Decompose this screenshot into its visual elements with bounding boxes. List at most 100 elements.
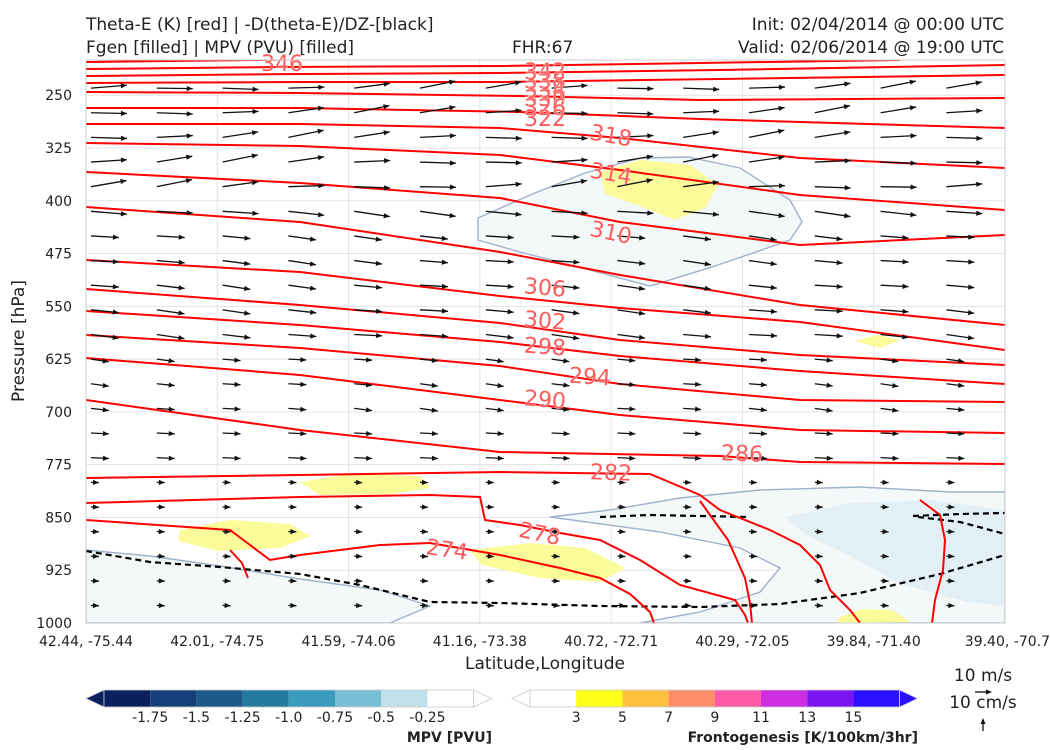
y-axis-label: Pressure [hPa]: [9, 280, 29, 402]
wind-vector-arrow: [354, 578, 363, 584]
mpv-colorbar-frame: [103, 689, 475, 708]
wind-vector-arrow: [156, 111, 193, 117]
theta-e-contour-label: 318: [588, 121, 634, 153]
wind-vector-arrow: [880, 235, 909, 241]
wind-vector-arrow: [485, 160, 522, 166]
wind-vector-arrow: [814, 382, 833, 388]
theta-e-contour-label: 342: [524, 60, 566, 85]
wind-vector-arrow: [683, 430, 702, 437]
chart-title-left-2: Fgen [filled] | MPV (PVU) [filled]: [86, 38, 355, 58]
fgen-colorbar-segment: [668, 690, 715, 707]
fgen-colorbar-segment: [576, 690, 623, 707]
wind-vector-arrow: [485, 602, 494, 609]
wind-vector-arrow: [156, 479, 165, 485]
wind-vector-arrow: [814, 259, 843, 266]
wind-vector-arrow: [90, 479, 100, 485]
wind-vector-arrow: [748, 84, 786, 90]
wind-vector-arrow: [748, 183, 786, 189]
fgen-colorbar-segment: [761, 690, 808, 707]
wind-vector-arrow: [617, 210, 654, 216]
wind-vector-arrow: [485, 135, 522, 141]
wind-vector-arrow: [683, 153, 719, 163]
y-tick-label: 925: [45, 563, 72, 579]
wind-vector-arrow: [419, 602, 429, 609]
x-tick-label: 42.44, -75.44: [39, 634, 133, 650]
wind-vector-arrow: [485, 479, 494, 485]
wind-vector-arrow: [551, 455, 570, 461]
negative-dthetae-dz-contour: [599, 513, 751, 519]
wind-vector-arrow: [617, 309, 646, 316]
fgen-colorbar-segment: [714, 690, 761, 707]
wind-vector-arrow: [222, 153, 259, 163]
wind-vector-arrow: [222, 479, 231, 485]
wind-vector-arrow: [288, 105, 325, 114]
wind-vector-arrow: [551, 382, 570, 388]
wind-vector-arrow: [354, 235, 382, 242]
wind-vector-arrow: [748, 333, 777, 339]
wind-vector-arrow: [946, 553, 955, 559]
wind-vector-arrow: [156, 178, 193, 188]
wind-vector-arrow: [551, 234, 580, 240]
wind-vector-arrow: [156, 133, 193, 139]
mpv-fill-region: [86, 549, 433, 623]
wind-vector-arrow: [485, 529, 494, 535]
wind-vector-arrow: [880, 259, 909, 265]
wind-vector-arrow: [222, 553, 231, 559]
wind-vector-arrow: [354, 130, 390, 139]
y-tick-label: 475: [45, 247, 72, 263]
wind-vector-arrow: [485, 108, 522, 114]
wind-vector-arrow: [90, 382, 109, 389]
wind-vector-arrow: [748, 210, 785, 219]
wind-vector-arrow: [551, 178, 588, 188]
wind-vector-arrow: [748, 529, 758, 535]
theta-e-contour-label: 278: [517, 518, 563, 551]
wind-vector-arrow: [354, 210, 390, 219]
theta-e-contour-label: 290: [523, 386, 567, 415]
valid-time: Valid: 02/06/2014 @ 19:00 UTC: [738, 38, 1004, 58]
mpv-colorbar-tick-label: -0.5: [368, 710, 395, 726]
wind-vector-arrow: [288, 553, 297, 559]
wind-vector-arrow: [288, 357, 307, 363]
wind-vector-arrow: [617, 111, 654, 117]
wind-vector-arrow: [288, 309, 317, 315]
wind-vector-arrow: [814, 430, 833, 437]
wind-vector-arrow: [156, 309, 185, 316]
wind-vector-arrow: [419, 333, 448, 339]
wind-vector-arrow: [354, 479, 363, 485]
wind-vector-arrow: [946, 578, 955, 584]
wind-vector-arrow: [946, 80, 982, 89]
wind-vector-arrow: [551, 553, 560, 559]
wind-vector-arrow: [222, 259, 251, 266]
x-tick-label: 41.16, -73.38: [433, 634, 527, 650]
mpv-colorbar-segment: [335, 690, 382, 707]
wind-vector-arrow: [880, 504, 889, 510]
wind-vector-arrow: [485, 259, 514, 265]
mpv-colorbar-segment: [288, 690, 335, 707]
wind-vector-arrow: [354, 332, 383, 339]
wind-vector-arrow: [551, 504, 560, 510]
wind-vector-arrow: [485, 210, 522, 217]
wind-vector-arrow: [814, 553, 823, 559]
wind-vector-arrow: [617, 406, 636, 412]
theta-e-contour-label: 282: [590, 460, 633, 486]
x-axis-label: Latitude,Longitude: [465, 654, 625, 674]
wind-vector-arrow: [946, 309, 975, 316]
mpv-colorbar-tick-label: -0.75: [317, 710, 353, 726]
wind-vector-arrow: [814, 185, 851, 191]
theta-e-contour: [86, 334, 1005, 403]
theta-e-contour: [86, 60, 901, 70]
wind-vector-arrow: [90, 529, 100, 535]
wind-vector-arrow: [946, 234, 975, 240]
wind-vector-arrow: [222, 602, 231, 609]
wind-vector-arrow: [354, 81, 390, 89]
wind-vector-arrow: [551, 406, 570, 412]
wind-vector-arrow: [156, 333, 185, 341]
wind-vector-arrow: [156, 154, 193, 163]
wind-vector-arrow: [419, 160, 457, 166]
wind-vector-arrow: [90, 259, 119, 265]
wind-vector-arrow: [814, 158, 851, 164]
fgen-colorbar-tick-label: 3: [572, 710, 581, 726]
wind-vector-arrow: [683, 455, 702, 461]
theta-e-contour-label: 334: [524, 78, 566, 103]
wind-vector-arrow: [683, 309, 712, 316]
